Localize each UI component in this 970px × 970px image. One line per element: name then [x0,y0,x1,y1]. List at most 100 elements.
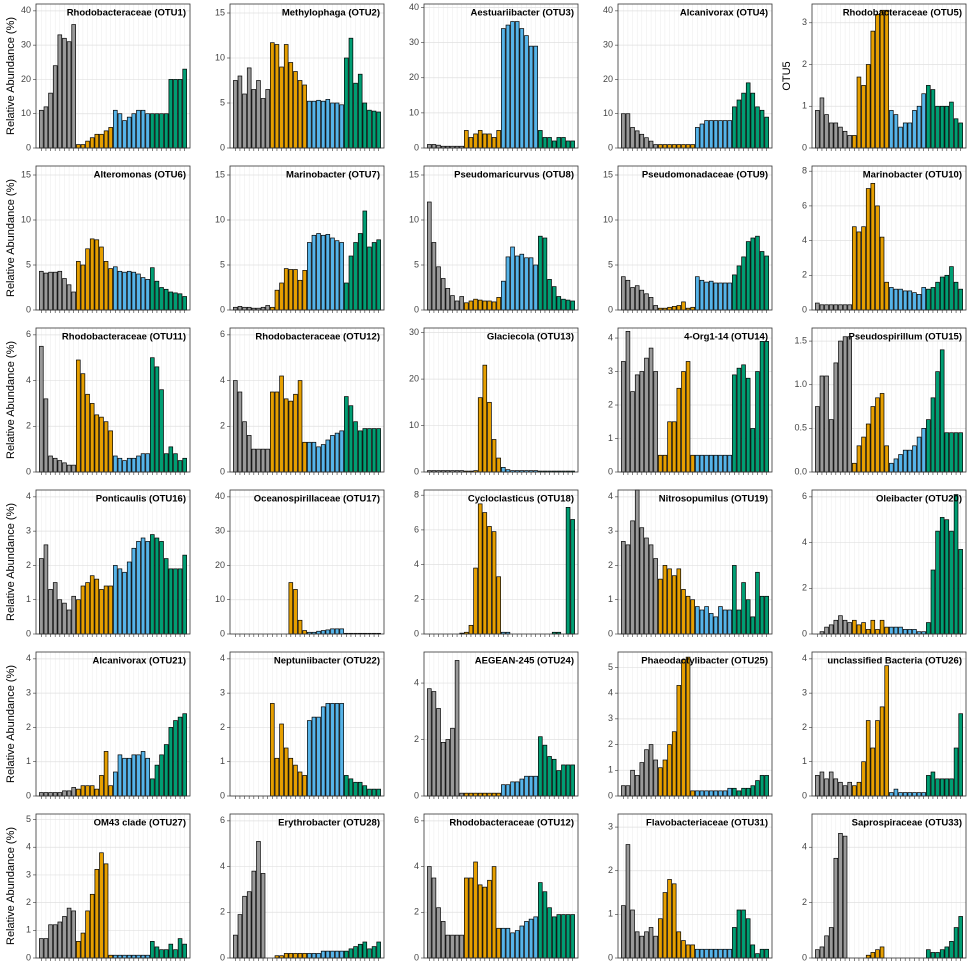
bar [288,400,294,473]
bar [630,127,635,149]
bar [459,296,464,311]
bar [173,453,178,473]
bar [279,375,284,473]
bar [833,304,839,311]
bar [852,619,857,635]
bar [819,946,825,959]
bar [357,430,363,473]
bar [330,102,335,149]
bar [865,423,871,473]
panel-border [811,489,967,635]
bar [353,242,358,311]
y-tick-label: 5 [220,97,225,107]
y-tick-label: 4 [414,861,419,871]
bar [464,792,469,797]
bar [302,84,307,149]
y-tick-label: 4 [802,537,807,547]
bar [745,787,751,797]
bar [103,751,109,797]
bar [436,266,441,311]
bar [565,914,571,959]
bar [944,105,950,149]
bar [524,35,529,149]
bar [542,137,548,149]
bar [76,359,81,473]
bar [154,946,160,959]
bar [759,948,765,959]
panel-border [423,165,579,311]
bar [159,287,164,311]
bar [741,256,746,311]
bar [71,24,76,149]
bar [718,120,723,149]
bar [644,537,649,635]
bar [487,133,492,149]
bar [713,454,719,473]
bar [113,109,118,149]
bar [131,954,137,959]
bar [842,130,848,149]
bar [865,720,871,797]
bar [445,288,451,311]
bar [348,255,354,311]
bar [376,941,381,959]
bar [514,255,520,311]
bar [376,788,381,797]
bar [482,364,488,473]
bar [108,954,113,959]
panel-title: Erythrobacter (OTU28) [278,818,380,829]
bar [113,565,118,635]
bar [177,716,183,797]
bar [930,771,936,797]
bar [348,37,354,149]
bar [450,295,455,311]
bar [52,792,58,797]
bar [496,792,501,797]
bar [551,286,557,311]
bar [260,306,266,311]
bar [140,751,146,797]
bar [819,375,825,473]
bar [316,233,321,311]
bar [847,304,852,311]
bar [916,436,922,473]
bar [48,589,53,635]
bar [39,938,44,959]
bar [270,306,275,311]
bar [542,891,548,959]
bar [671,421,677,473]
bar [159,541,164,635]
bar [648,347,654,473]
bar [755,371,760,473]
bar [625,113,631,149]
bar [80,373,86,473]
bar [52,271,58,311]
bar [99,133,104,149]
bar [671,731,677,797]
bar [57,599,63,635]
y-tick-label: 0.0 [794,466,807,476]
bar [477,299,483,311]
bar [926,622,931,635]
bar [159,389,164,473]
bar [861,436,866,473]
bar [487,792,492,797]
bar [741,92,746,149]
bar [330,435,335,473]
bar [348,778,354,797]
bar [94,239,100,311]
bar [339,430,344,473]
bar [819,97,825,149]
bar [879,619,885,635]
bar [736,909,742,959]
bar [270,391,275,473]
panel-title: Neptuniibacter (OTU22) [274,656,380,667]
bar [491,137,497,149]
bar [930,89,936,149]
bar [48,792,53,797]
bar [690,790,695,797]
panel-title: Flavobacteriaceae (OTU31) [646,818,768,829]
bar [648,297,654,311]
bar [293,953,298,959]
bar [89,403,95,473]
